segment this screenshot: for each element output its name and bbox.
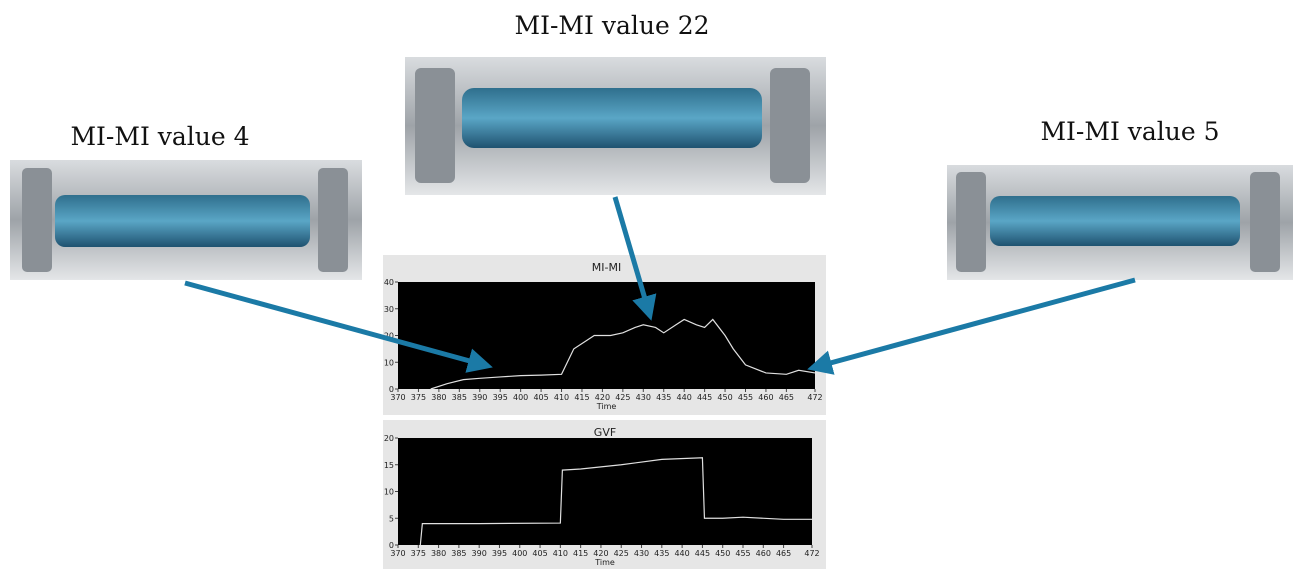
x-tick-label: 425 bbox=[615, 393, 630, 402]
x-tick-label: 415 bbox=[573, 549, 588, 558]
y-tick-label: 10 bbox=[384, 358, 394, 367]
x-tick-label: 440 bbox=[674, 549, 689, 558]
pipe-image bbox=[405, 57, 826, 195]
x-tick-label: 420 bbox=[593, 549, 608, 558]
x-tick-label: 410 bbox=[554, 393, 569, 402]
x-tick-label: 465 bbox=[779, 393, 794, 402]
x-tick-label: 400 bbox=[513, 393, 528, 402]
scene: MI-MI value 4 MI-MI value 22 MI-MI value… bbox=[0, 0, 1293, 569]
x-tick-label: 460 bbox=[758, 393, 773, 402]
x-tick-label: 450 bbox=[715, 549, 730, 558]
x-tick-label: 455 bbox=[735, 549, 750, 558]
x-tick-label: 430 bbox=[636, 393, 651, 402]
y-tick-label: 15 bbox=[384, 461, 394, 470]
x-tick-label: 395 bbox=[493, 393, 508, 402]
x-tick-label: 420 bbox=[595, 393, 610, 402]
x-tick-label: 370 bbox=[390, 549, 405, 558]
x-tick-label: 385 bbox=[452, 393, 467, 402]
x-axis-label: Time bbox=[594, 558, 615, 567]
chart-title: MI-MI bbox=[592, 261, 621, 274]
y-tick-label: 40 bbox=[384, 278, 394, 287]
x-tick-label: 435 bbox=[656, 393, 671, 402]
x-tick-label: 380 bbox=[431, 549, 446, 558]
x-tick-label: 472 bbox=[807, 393, 822, 402]
chart-title: GVF bbox=[594, 426, 616, 439]
x-tick-label: 405 bbox=[533, 393, 548, 402]
page: {"labels": ["MI-MI value 4", "MI-MI valu… bbox=[0, 0, 1293, 569]
x-tick-label: 435 bbox=[654, 549, 669, 558]
x-tick-label: 385 bbox=[451, 549, 466, 558]
x-tick-label: 390 bbox=[472, 549, 487, 558]
y-tick-label: 30 bbox=[384, 305, 394, 314]
y-tick-label: 10 bbox=[384, 488, 394, 497]
pipe-image bbox=[10, 160, 362, 280]
x-tick-label: 410 bbox=[553, 549, 568, 558]
image-label: MI-MI value 4 bbox=[70, 122, 249, 151]
x-tick-label: 370 bbox=[390, 393, 405, 402]
x-tick-label: 425 bbox=[614, 549, 629, 558]
x-tick-label: 472 bbox=[804, 549, 819, 558]
x-tick-label: 445 bbox=[695, 549, 710, 558]
x-axis-label: Time bbox=[596, 402, 617, 411]
x-tick-label: 375 bbox=[411, 393, 426, 402]
x-tick-label: 380 bbox=[431, 393, 446, 402]
x-tick-label: 415 bbox=[574, 393, 589, 402]
x-tick-label: 460 bbox=[756, 549, 771, 558]
y-tick-label: 20 bbox=[384, 434, 394, 443]
x-tick-label: 405 bbox=[532, 549, 547, 558]
pipe-image bbox=[947, 165, 1293, 280]
x-tick-label: 445 bbox=[697, 393, 712, 402]
x-tick-label: 465 bbox=[776, 549, 791, 558]
x-tick-label: 450 bbox=[717, 393, 732, 402]
image-label: MI-MI value 5 bbox=[1040, 117, 1219, 146]
plot-area bbox=[398, 438, 812, 545]
x-tick-label: 455 bbox=[738, 393, 753, 402]
x-tick-label: 390 bbox=[472, 393, 487, 402]
x-tick-label: 400 bbox=[512, 549, 527, 558]
image-label: MI-MI value 22 bbox=[514, 11, 709, 40]
x-tick-label: 375 bbox=[411, 549, 426, 558]
x-tick-label: 430 bbox=[634, 549, 649, 558]
x-tick-label: 440 bbox=[677, 393, 692, 402]
x-tick-label: 395 bbox=[492, 549, 507, 558]
y-tick-label: 5 bbox=[389, 514, 394, 523]
